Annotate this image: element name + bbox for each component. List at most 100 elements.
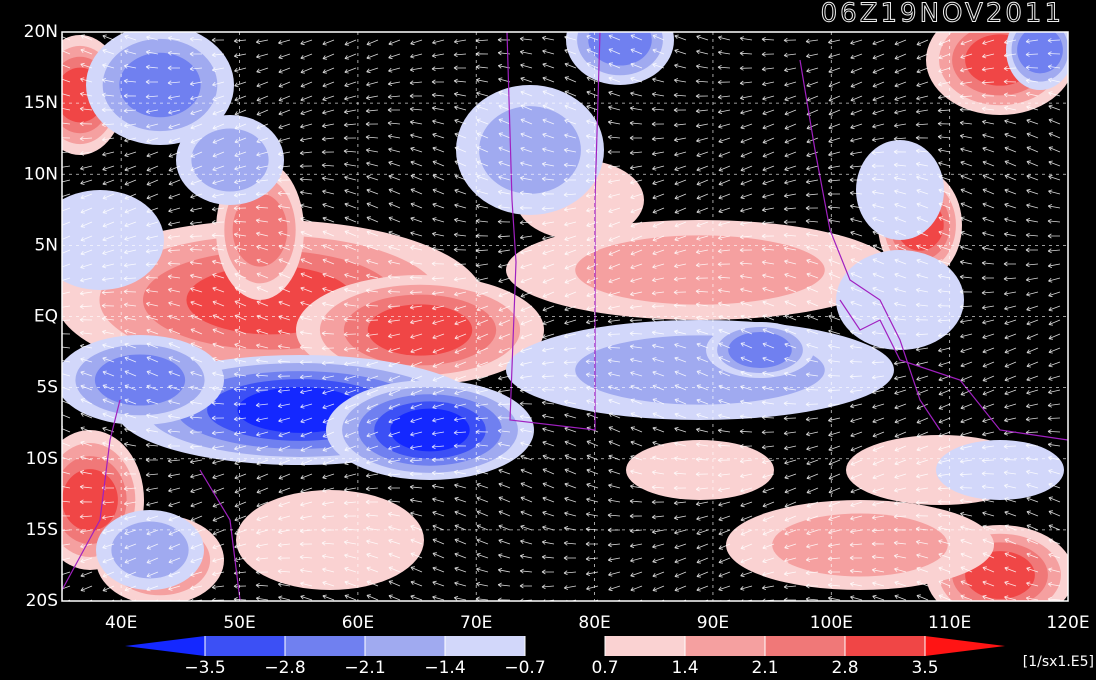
wind-arrow	[586, 119, 599, 125]
wind-arrow	[960, 417, 973, 424]
wind-arrow	[740, 301, 753, 307]
wind-arrow	[409, 290, 423, 295]
wind-arrow	[959, 94, 973, 99]
wind-arrow	[673, 289, 687, 295]
wind-arrow	[498, 361, 511, 367]
wind-arrow	[256, 529, 269, 535]
wind-arrow	[1048, 567, 1061, 573]
wind-arrow	[739, 429, 753, 434]
wind-arrow	[695, 78, 709, 84]
wind-arrow	[410, 580, 423, 587]
wind-arrow	[409, 80, 423, 86]
wind-arrow	[1026, 105, 1039, 111]
wind-arrow	[981, 484, 995, 490]
wind-arrow	[476, 104, 489, 111]
wind-arrow	[234, 81, 247, 88]
wind-arrow	[299, 541, 313, 547]
wind-arrow	[916, 95, 929, 101]
wind-arrow	[190, 328, 203, 335]
wind-arrow	[124, 137, 137, 143]
wind-arrow	[212, 179, 225, 185]
wind-arrow	[872, 216, 885, 223]
wind-arrow	[783, 219, 797, 225]
wind-arrow	[62, 529, 71, 532]
wind-arrow	[915, 109, 929, 114]
wind-arrow	[652, 77, 665, 83]
wind-arrow	[828, 67, 841, 74]
wind-arrow	[432, 417, 445, 423]
wind-arrow	[916, 594, 929, 601]
wind-arrow	[146, 235, 159, 241]
wind-arrow	[454, 538, 467, 545]
wind-arrow	[652, 426, 665, 433]
wind-arrow	[212, 137, 225, 144]
wind-arrow	[806, 529, 819, 536]
wind-arrow	[586, 104, 599, 111]
wind-arrow	[256, 473, 269, 480]
wind-arrow	[366, 389, 379, 396]
wind-arrow	[256, 431, 269, 437]
wind-arrow	[827, 204, 841, 210]
wind-arrow	[806, 515, 819, 522]
wind-arrow	[189, 429, 203, 435]
wind-arrow	[740, 370, 753, 377]
wind-arrow	[916, 188, 929, 195]
wind-arrow	[718, 35, 731, 41]
wind-arrow	[299, 374, 313, 380]
wind-arrow	[410, 174, 423, 181]
colorbar-label: −3.5	[184, 658, 225, 678]
wind-arrow	[101, 77, 115, 83]
wind-arrow	[784, 123, 797, 130]
wind-arrow	[850, 501, 863, 507]
wind-arrow	[740, 529, 753, 536]
wind-arrow	[432, 510, 445, 517]
wind-arrow	[145, 262, 159, 267]
wind-arrow	[343, 122, 357, 128]
wind-arrow	[300, 389, 313, 395]
wind-arrow	[234, 487, 247, 494]
wind-arrow	[454, 333, 467, 340]
wind-arrow	[453, 262, 467, 267]
wind-arrow	[1004, 524, 1017, 531]
wind-arrow	[806, 123, 819, 130]
wind-arrow	[828, 137, 841, 144]
wind-arrow	[564, 399, 577, 405]
wind-arrow	[189, 459, 203, 464]
wind-arrow	[960, 403, 973, 410]
wind-arrow	[80, 263, 93, 269]
wind-arrow	[959, 472, 973, 477]
wind-arrow	[850, 487, 863, 494]
wind-arrow	[366, 216, 379, 223]
wind-arrow	[454, 566, 467, 573]
wind-arrow	[872, 487, 885, 493]
wind-arrow	[102, 179, 115, 186]
wind-arrow	[849, 542, 863, 548]
wind-arrow	[432, 202, 445, 209]
wind-arrow	[366, 202, 379, 209]
wind-arrow	[959, 259, 973, 265]
wind-arrow	[519, 553, 533, 559]
wind-arrow	[432, 39, 445, 45]
wind-arrow	[784, 328, 797, 335]
wind-arrow	[454, 581, 467, 587]
wind-arrow	[784, 501, 797, 508]
wind-arrow	[1004, 333, 1017, 340]
wind-arrow	[431, 106, 445, 111]
wind-arrow	[145, 94, 159, 100]
wind-arrow	[497, 388, 511, 394]
wind-arrow	[718, 571, 731, 578]
wind-arrow	[1048, 524, 1061, 531]
wind-arrow	[519, 190, 533, 196]
wind-arrow	[344, 431, 357, 438]
wind-arrow	[322, 287, 335, 293]
wind-arrow	[454, 217, 467, 223]
wind-arrow	[695, 249, 709, 255]
wind-arrow	[453, 91, 467, 97]
wind-arrow	[893, 500, 907, 506]
wind-arrow	[938, 445, 951, 451]
wind-arrow	[432, 305, 445, 311]
wind-arrow	[674, 34, 687, 41]
wind-arrow	[1047, 64, 1061, 70]
wind-arrow	[981, 458, 995, 463]
wind-arrow	[894, 67, 907, 74]
